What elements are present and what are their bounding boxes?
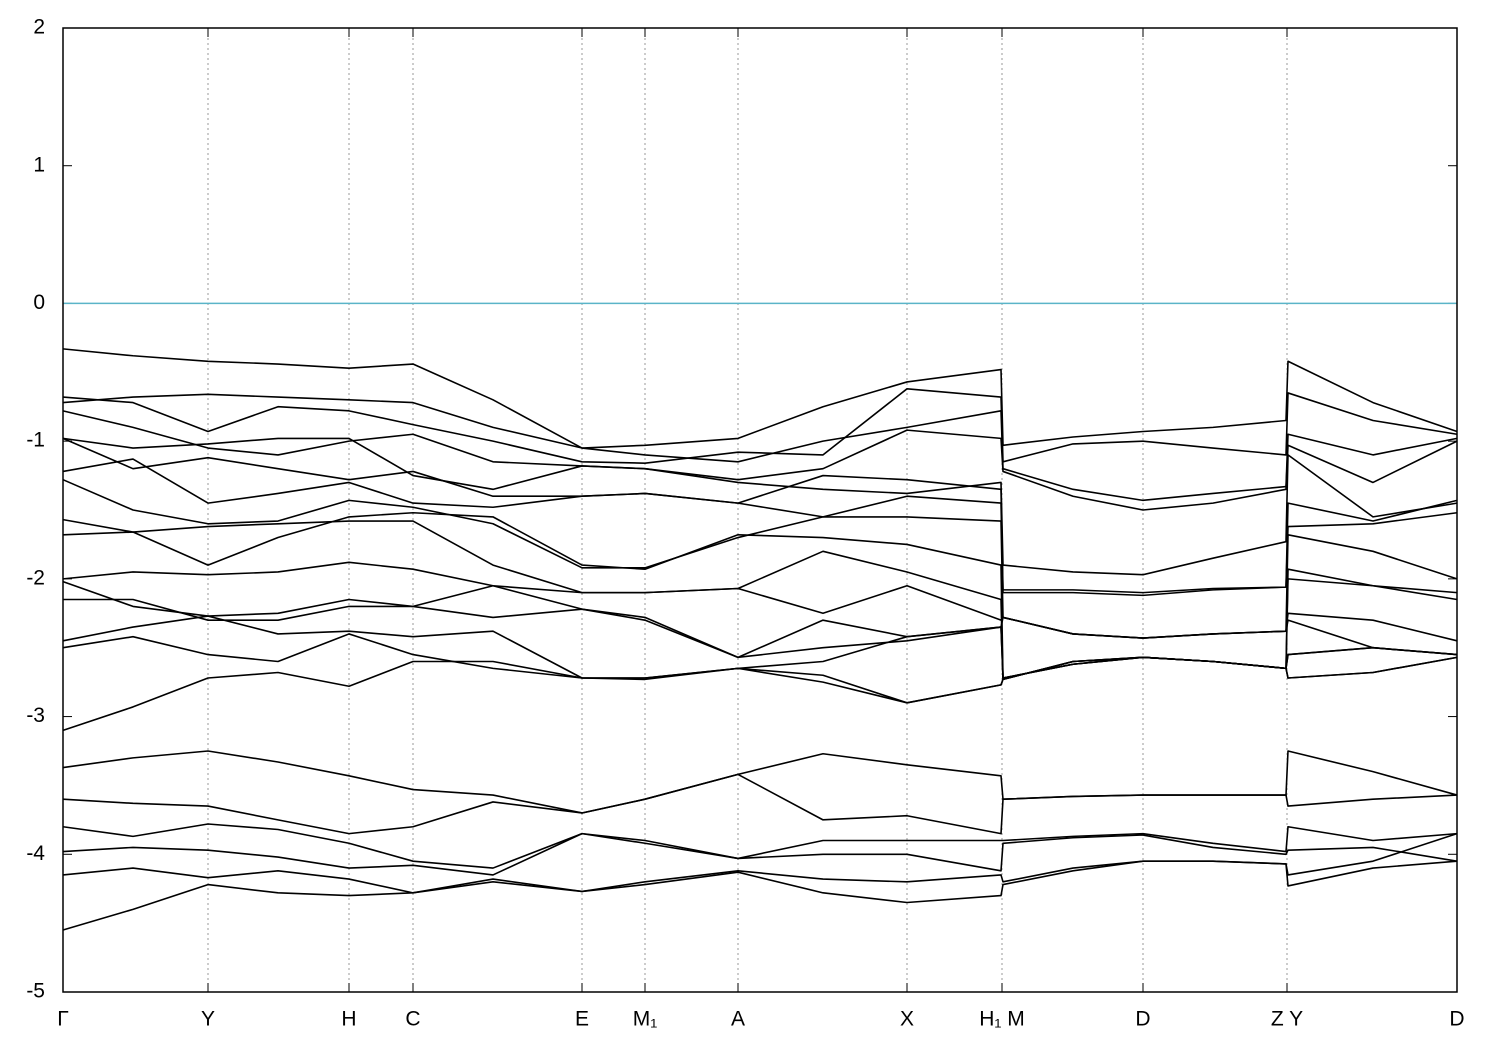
band-line [62,633,1458,704]
band-line [62,832,1458,876]
band-line [62,410,1458,511]
band-line [62,561,1458,642]
band-line [62,773,1458,835]
band-line [62,860,1458,931]
x-tick-label: A [731,1008,745,1031]
y-tick-label: -4 [26,842,45,865]
y-tick-label: 0 [33,291,45,314]
y-tick-label: 1 [33,153,45,176]
y-tick-label: 2 [33,16,45,39]
x-tick-label: E [575,1008,589,1031]
x-tick-label: D [1449,1008,1464,1031]
x-tick-label: C [405,1008,420,1031]
x-tick-label: H [341,1008,356,1031]
band-line [62,393,1458,502]
x-tick-label: M₁ [633,1008,658,1031]
x-tick-label: X [900,1008,914,1031]
band-line [62,823,1458,869]
y-tick-label: -1 [26,429,45,452]
x-tick-label: H₁ M [979,1008,1025,1031]
band-line [62,458,1458,597]
plot-frame [62,27,1458,993]
band-line [62,656,1458,732]
x-tick-label: Y [201,1008,215,1031]
x-tick-label: D [1135,1008,1150,1031]
band-line [62,750,1458,814]
band-line [62,388,1458,464]
y-tick-label: -3 [26,704,45,727]
band-line [62,348,1458,449]
x-tick-label: Z Y [1271,1008,1303,1031]
band-line [62,437,1458,576]
band-line [62,437,1458,594]
y-tick-label: -2 [26,566,45,589]
y-tick-label: -5 [26,980,45,1003]
x-tick-label: Γ [57,1008,69,1031]
band-line [62,580,1458,659]
